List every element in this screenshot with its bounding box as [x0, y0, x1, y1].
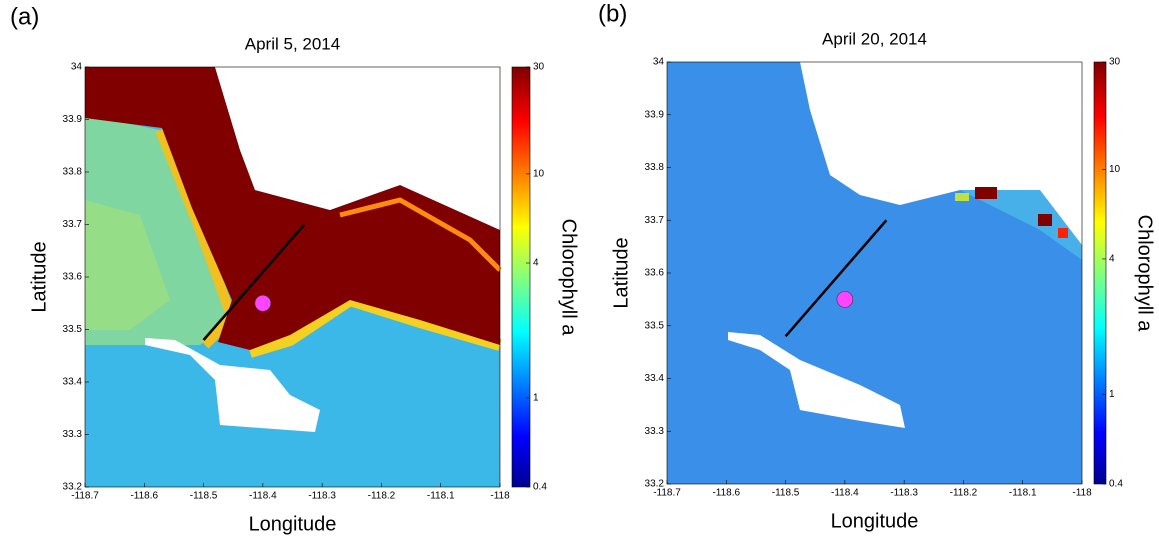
y-tick-label: 33.5 — [63, 324, 83, 335]
y-tick-label: 33.8 — [63, 167, 83, 178]
station-marker — [254, 294, 272, 312]
colorbar-tick-label: 10 — [533, 169, 545, 180]
y-tick-label: 33.5 — [645, 320, 665, 331]
x-tick-label: -118.5 — [772, 488, 800, 499]
map-field — [85, 67, 502, 487]
y-tick-label: 33.6 — [63, 272, 83, 283]
x-axis-label: Longitude — [249, 513, 337, 535]
y-tick-label: 33.6 — [645, 268, 665, 279]
y-tick-label: 34 — [71, 62, 83, 73]
x-tick-label: -118.1 — [1009, 488, 1037, 499]
colorbar-tick-label: 0.4 — [533, 482, 547, 493]
chart-title: April 5, 2014 — [245, 34, 340, 53]
colorbar-tick-label: 30 — [1109, 57, 1121, 68]
colorbar-tick-label: 0.4 — [1109, 479, 1123, 490]
x-tick-label: -118.1 — [427, 491, 455, 502]
y-tick-label: 33.9 — [63, 114, 83, 125]
transect-line — [784, 219, 888, 338]
colorbar-tick-label: 1 — [533, 393, 539, 404]
x-tick-label: -118.2 — [368, 491, 396, 502]
panel-label: (a) — [10, 3, 39, 30]
station-marker — [836, 291, 854, 308]
transect-line — [202, 223, 306, 341]
colorbar-tick-label: 4 — [1109, 254, 1115, 265]
panel-label: (b) — [598, 0, 627, 27]
y-tick-label: 33.4 — [63, 377, 83, 388]
map-field — [667, 62, 1082, 484]
colorbar-tick-label: 30 — [533, 62, 545, 73]
x-tick-label: -118.5 — [190, 491, 218, 502]
x-tick-label: -118.4 — [831, 488, 859, 499]
y-tick-label: 33.7 — [645, 215, 665, 226]
colorbar-tick-label: 1 — [1109, 389, 1115, 400]
y-axis-label: Latitude — [610, 237, 632, 308]
x-tick-label: -118 — [1072, 488, 1092, 499]
x-tick-label: -118.7 — [653, 488, 681, 499]
x-tick-label: -118.6 — [130, 491, 158, 502]
x-tick-label: -118.4 — [249, 491, 277, 502]
y-tick-label: 33.3 — [63, 429, 83, 440]
colorbar-tick-label: 4 — [533, 258, 539, 269]
x-tick-label: -118.6 — [712, 488, 740, 499]
x-tick-label: -118 — [490, 491, 510, 502]
y-tick-label: 33.4 — [645, 373, 665, 384]
x-axis-label: Longitude — [831, 510, 919, 532]
y-tick-label: 33.9 — [645, 109, 665, 120]
chart-title: April 20, 2014 — [822, 29, 927, 48]
colorbar — [511, 66, 531, 488]
x-tick-label: -118.2 — [950, 488, 978, 499]
x-tick-label: -118.3 — [890, 488, 918, 499]
x-tick-label: -118.7 — [71, 491, 99, 502]
y-tick-label: 33.8 — [645, 162, 665, 173]
colorbar-label: Chlorophyll a — [1134, 215, 1156, 333]
y-tick-label: 33.3 — [645, 426, 665, 437]
colorbar — [1093, 61, 1107, 485]
y-tick-label: 33.7 — [63, 219, 83, 230]
colorbar-tick-label: 10 — [1109, 164, 1121, 175]
colorbar-label: Chlorophyll a — [558, 219, 580, 337]
y-tick-label: 33.2 — [63, 482, 83, 493]
x-tick-label: -118.3 — [308, 491, 336, 502]
y-axis-label: Latitude — [28, 241, 50, 312]
y-tick-label: 34 — [653, 57, 665, 68]
y-tick-label: 33.2 — [645, 479, 665, 490]
